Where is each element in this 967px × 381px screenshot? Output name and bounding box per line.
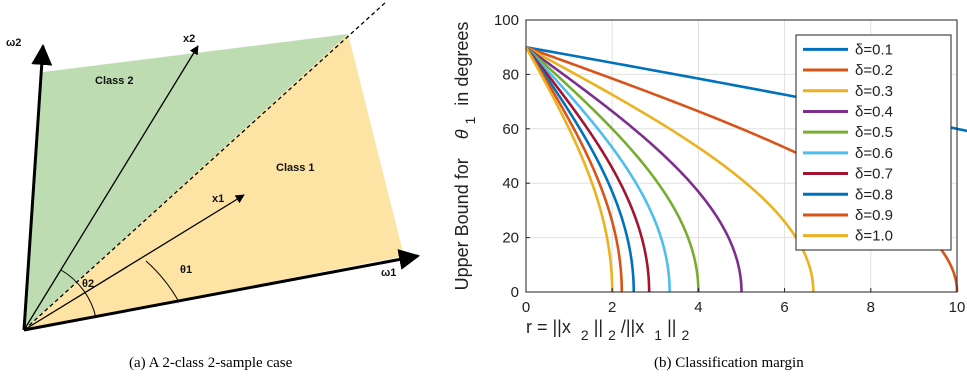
panel-b-caption: (b) Classification margin	[654, 355, 804, 371]
legend-label: δ=0.1	[855, 41, 893, 58]
panel-a-caption: (a) A 2-class 2-sample case	[129, 355, 293, 371]
x-axis-label-part1: r = ||x	[526, 317, 571, 337]
class1-region	[24, 34, 404, 330]
omega1-axis	[23, 249, 421, 332]
y-tick-label: 80	[502, 66, 519, 83]
series-line-10	[524, 46, 614, 293]
theta2-arc	[60, 269, 97, 319]
theta1-label: θ1	[180, 264, 192, 276]
y-tick-label: 100	[494, 12, 519, 29]
series-line-5	[525, 46, 700, 293]
legend-label: δ=0.3	[855, 83, 893, 100]
class1-label: Class 1	[276, 162, 315, 174]
legend-label: δ=0.2	[855, 62, 893, 79]
series-line-6	[525, 46, 671, 293]
omega2-axis	[22, 43, 53, 331]
y-axis-label: Upper Bound for θ 1 in degrees	[452, 22, 479, 291]
y-axis-label-main: Upper Bound for	[452, 158, 472, 290]
x-tick-label: 4	[694, 299, 702, 316]
omega1-label: ω1	[381, 267, 396, 279]
theta2-label: θ2	[82, 278, 94, 290]
x-axis-label-part2: ||	[594, 317, 603, 337]
x-axis-label-sub1: 2	[581, 327, 589, 343]
legend-label: δ=0.5	[855, 124, 893, 141]
x-tick-label: 2	[608, 299, 616, 316]
x-tick-label: 6	[780, 299, 788, 316]
legend-label: δ=0.9	[855, 207, 893, 224]
series-line-7	[524, 46, 651, 293]
x-tick-label: 10	[949, 299, 966, 316]
x-axis-label-part3: /||x	[621, 317, 644, 337]
series-line-8	[524, 46, 636, 293]
legend-label: δ=0.8	[855, 186, 893, 203]
series-line-9	[524, 46, 624, 293]
series-line-4	[525, 46, 743, 293]
series-line-3	[525, 46, 815, 293]
panel-a-diagram: Class 2 Class 1 ω2 ω1 x2 x1 θ1 θ2 (a) A …	[6, 1, 421, 371]
x-axis-label-sub4: 2	[681, 327, 689, 343]
omega2-label: ω2	[6, 37, 21, 49]
theta1-arc	[145, 260, 180, 303]
x-axis-label-sub3: 1	[654, 327, 662, 343]
y-axis-label-sub: 1	[462, 116, 478, 124]
y-tick-label: 40	[502, 175, 519, 192]
x-axis-label-part4: ||	[667, 317, 676, 337]
x-axis-label-sub2: 2	[608, 327, 616, 343]
x-axis-label: r = ||x 2 || 2 /||x 1 || 2	[526, 317, 689, 344]
legend-label: δ=0.6	[855, 145, 893, 162]
y-tick-label: 60	[502, 121, 519, 138]
decision-boundary-dashed	[23, 1, 387, 331]
y-tick-label: 20	[502, 230, 519, 247]
plot-area-border	[525, 19, 958, 293]
y-tick-label: 0	[511, 284, 519, 301]
x2-vector	[23, 45, 199, 331]
legend-label: δ=1.0	[855, 228, 893, 245]
y-axis-label-tail: in degrees	[452, 22, 472, 106]
class2-label: Class 2	[95, 75, 134, 87]
x1-vector	[23, 194, 245, 331]
y-axis-label-theta: θ	[452, 129, 472, 139]
x2-label: x2	[183, 33, 195, 45]
x1-label: x1	[212, 193, 224, 205]
x-tick-label: 0	[522, 299, 530, 316]
x-tick-label: 8	[867, 299, 875, 316]
chart-legend: δ=0.1 δ=0.2 δ=0.3 δ=0.4 δ=0.5 δ=0.6 δ=0.7 δ=0.8…	[795, 34, 952, 251]
legend-label: δ=0.7	[855, 166, 893, 183]
legend-label: δ=0.4	[855, 103, 893, 120]
